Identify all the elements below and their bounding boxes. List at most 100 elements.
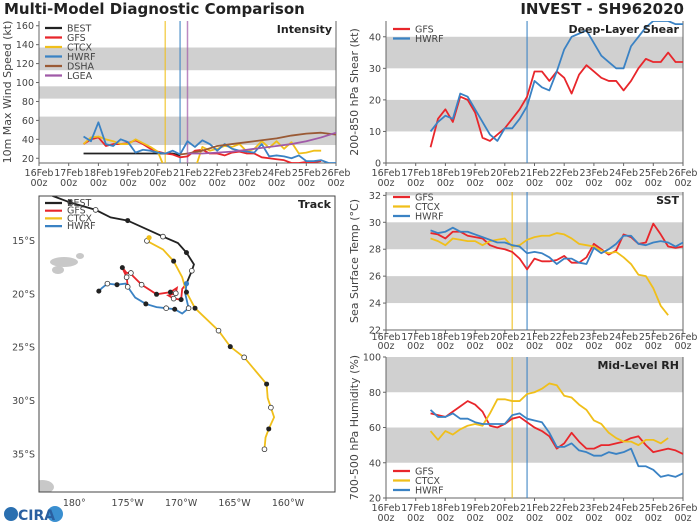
lon-tick-label: 165°W [218,498,251,509]
y-tick-label: 100 [363,353,381,364]
y-tick-label: 20 [369,95,381,106]
x-tick-hour: 00z [437,178,454,189]
x-tick-hour: 00z [327,178,344,189]
x-tick-hour: 00z [60,178,77,189]
track-point-open [171,296,176,301]
track-point-filled [179,297,184,302]
track-point-filled [120,265,125,270]
lat-tick-label: 15°S [12,236,35,247]
x-tick-hour: 00z [496,341,513,352]
track-point-filled [193,306,198,311]
lon-tick-label: 180° [63,498,86,509]
x-tick-hour: 00z [377,341,394,352]
track-point-filled [264,382,269,387]
track-point-open [128,271,133,276]
land-mass [50,257,78,267]
shear-panel: 01020304016Feb00z17Feb00z18Feb00z19Feb00… [348,21,697,189]
lat-tick-label: 25°S [12,343,35,354]
globe-icon [4,507,18,521]
y-tick-label: 32 [369,191,381,202]
y-tick-label: 100 [16,78,34,89]
track-point-filled [184,250,189,255]
panel-title: Deep-Layer Shear [568,23,679,36]
x-tick-hour: 00z [645,341,662,352]
y-tick-label: 20 [22,154,34,165]
shaded-band [386,100,683,132]
x-tick-hour: 00z [674,178,691,189]
x-tick-hour: 00z [556,178,573,189]
x-tick-hour: 00z [437,341,454,352]
x-tick-hour: 00z [467,513,484,524]
x-tick-hour: 00z [645,513,662,524]
track-point-filled [172,307,177,312]
y-tick-label: 60 [22,116,34,127]
track-point-filled [154,292,159,297]
track-point-filled [96,289,101,294]
y-tick-label: 30 [369,64,381,75]
panel-title: Intensity [277,23,332,36]
x-tick-hour: 00z [585,178,602,189]
y-axis-label: Sea Surface Temp (°C) [348,199,361,323]
y-axis-label: 700-500 hPa Humidity (%) [348,355,361,500]
y-tick-label: 26 [369,272,381,283]
x-tick-hour: 00z [467,341,484,352]
track-point-open [262,447,267,452]
track-point-filled [115,282,120,287]
track-point-filled [228,344,233,349]
intensity-panel: 2040608010012014016016Feb00z17Feb00z18Fe… [1,21,350,189]
x-tick-hour: 00z [556,341,573,352]
track-point-open [242,355,247,360]
track-line-ctcx [147,238,274,450]
panel-title: Track [298,198,332,211]
y-tick-label: 10 [369,127,381,138]
figure-title: Multi-Model Diagnostic Comparison [4,0,305,18]
x-tick-hour: 00z [268,178,285,189]
x-tick-hour: 00z [179,178,196,189]
track-point-open [164,306,169,311]
y-tick-label: 160 [16,21,34,32]
legend-label: LGEA [67,71,93,82]
y-tick-label: 30 [369,218,381,229]
lat-tick-label: 30°S [12,396,35,407]
x-tick-hour: 00z [585,513,602,524]
y-tick-label: 24 [369,299,381,310]
track-point-filled [143,301,148,306]
track-point-open [268,405,273,410]
track-point-open [93,207,98,212]
x-tick-hour: 00z [645,178,662,189]
sst-panel: 22242628303216Feb00z17Feb00z18Feb00z19Fe… [348,191,697,352]
x-tick-hour: 00z [209,178,226,189]
y-tick-label: 60 [369,423,381,434]
plot-area [431,192,683,330]
lat-tick-label: 35°S [12,450,35,461]
lon-tick-label: 175°W [112,498,145,509]
storm-id: INVEST - SH962020 [520,0,684,18]
lon-tick-label: 160°W [272,498,305,509]
logo-text: CIRA [18,508,55,524]
x-tick-hour: 00z [120,178,137,189]
track-point-filled [184,290,189,295]
rh-panel: 2040608010016Feb00z17Feb00z18Feb00z19Feb… [348,353,697,525]
y-tick-label: 140 [16,40,34,51]
x-tick-hour: 00z [615,178,632,189]
track-point-open [216,328,221,333]
x-tick-hour: 00z [615,341,632,352]
track-point-filled [266,426,271,431]
x-tick-hour: 00z [615,513,632,524]
panel-title: SST [656,194,679,207]
x-tick-hour: 00z [90,178,107,189]
x-tick-hour: 00z [496,178,513,189]
land-mass [76,253,84,259]
legend-label: HWRF [415,486,444,497]
x-tick-hour: 00z [407,178,424,189]
x-tick-hour: 00z [526,513,543,524]
x-tick-hour: 00z [674,513,691,524]
y-tick-label: 120 [16,59,34,70]
track-point-open [173,291,178,296]
y-axis-label: 200-850 hPa Shear (kt) [348,28,361,156]
legend-label: HWRF [415,212,444,223]
shaded-band [386,222,683,249]
x-tick-hour: 00z [467,178,484,189]
